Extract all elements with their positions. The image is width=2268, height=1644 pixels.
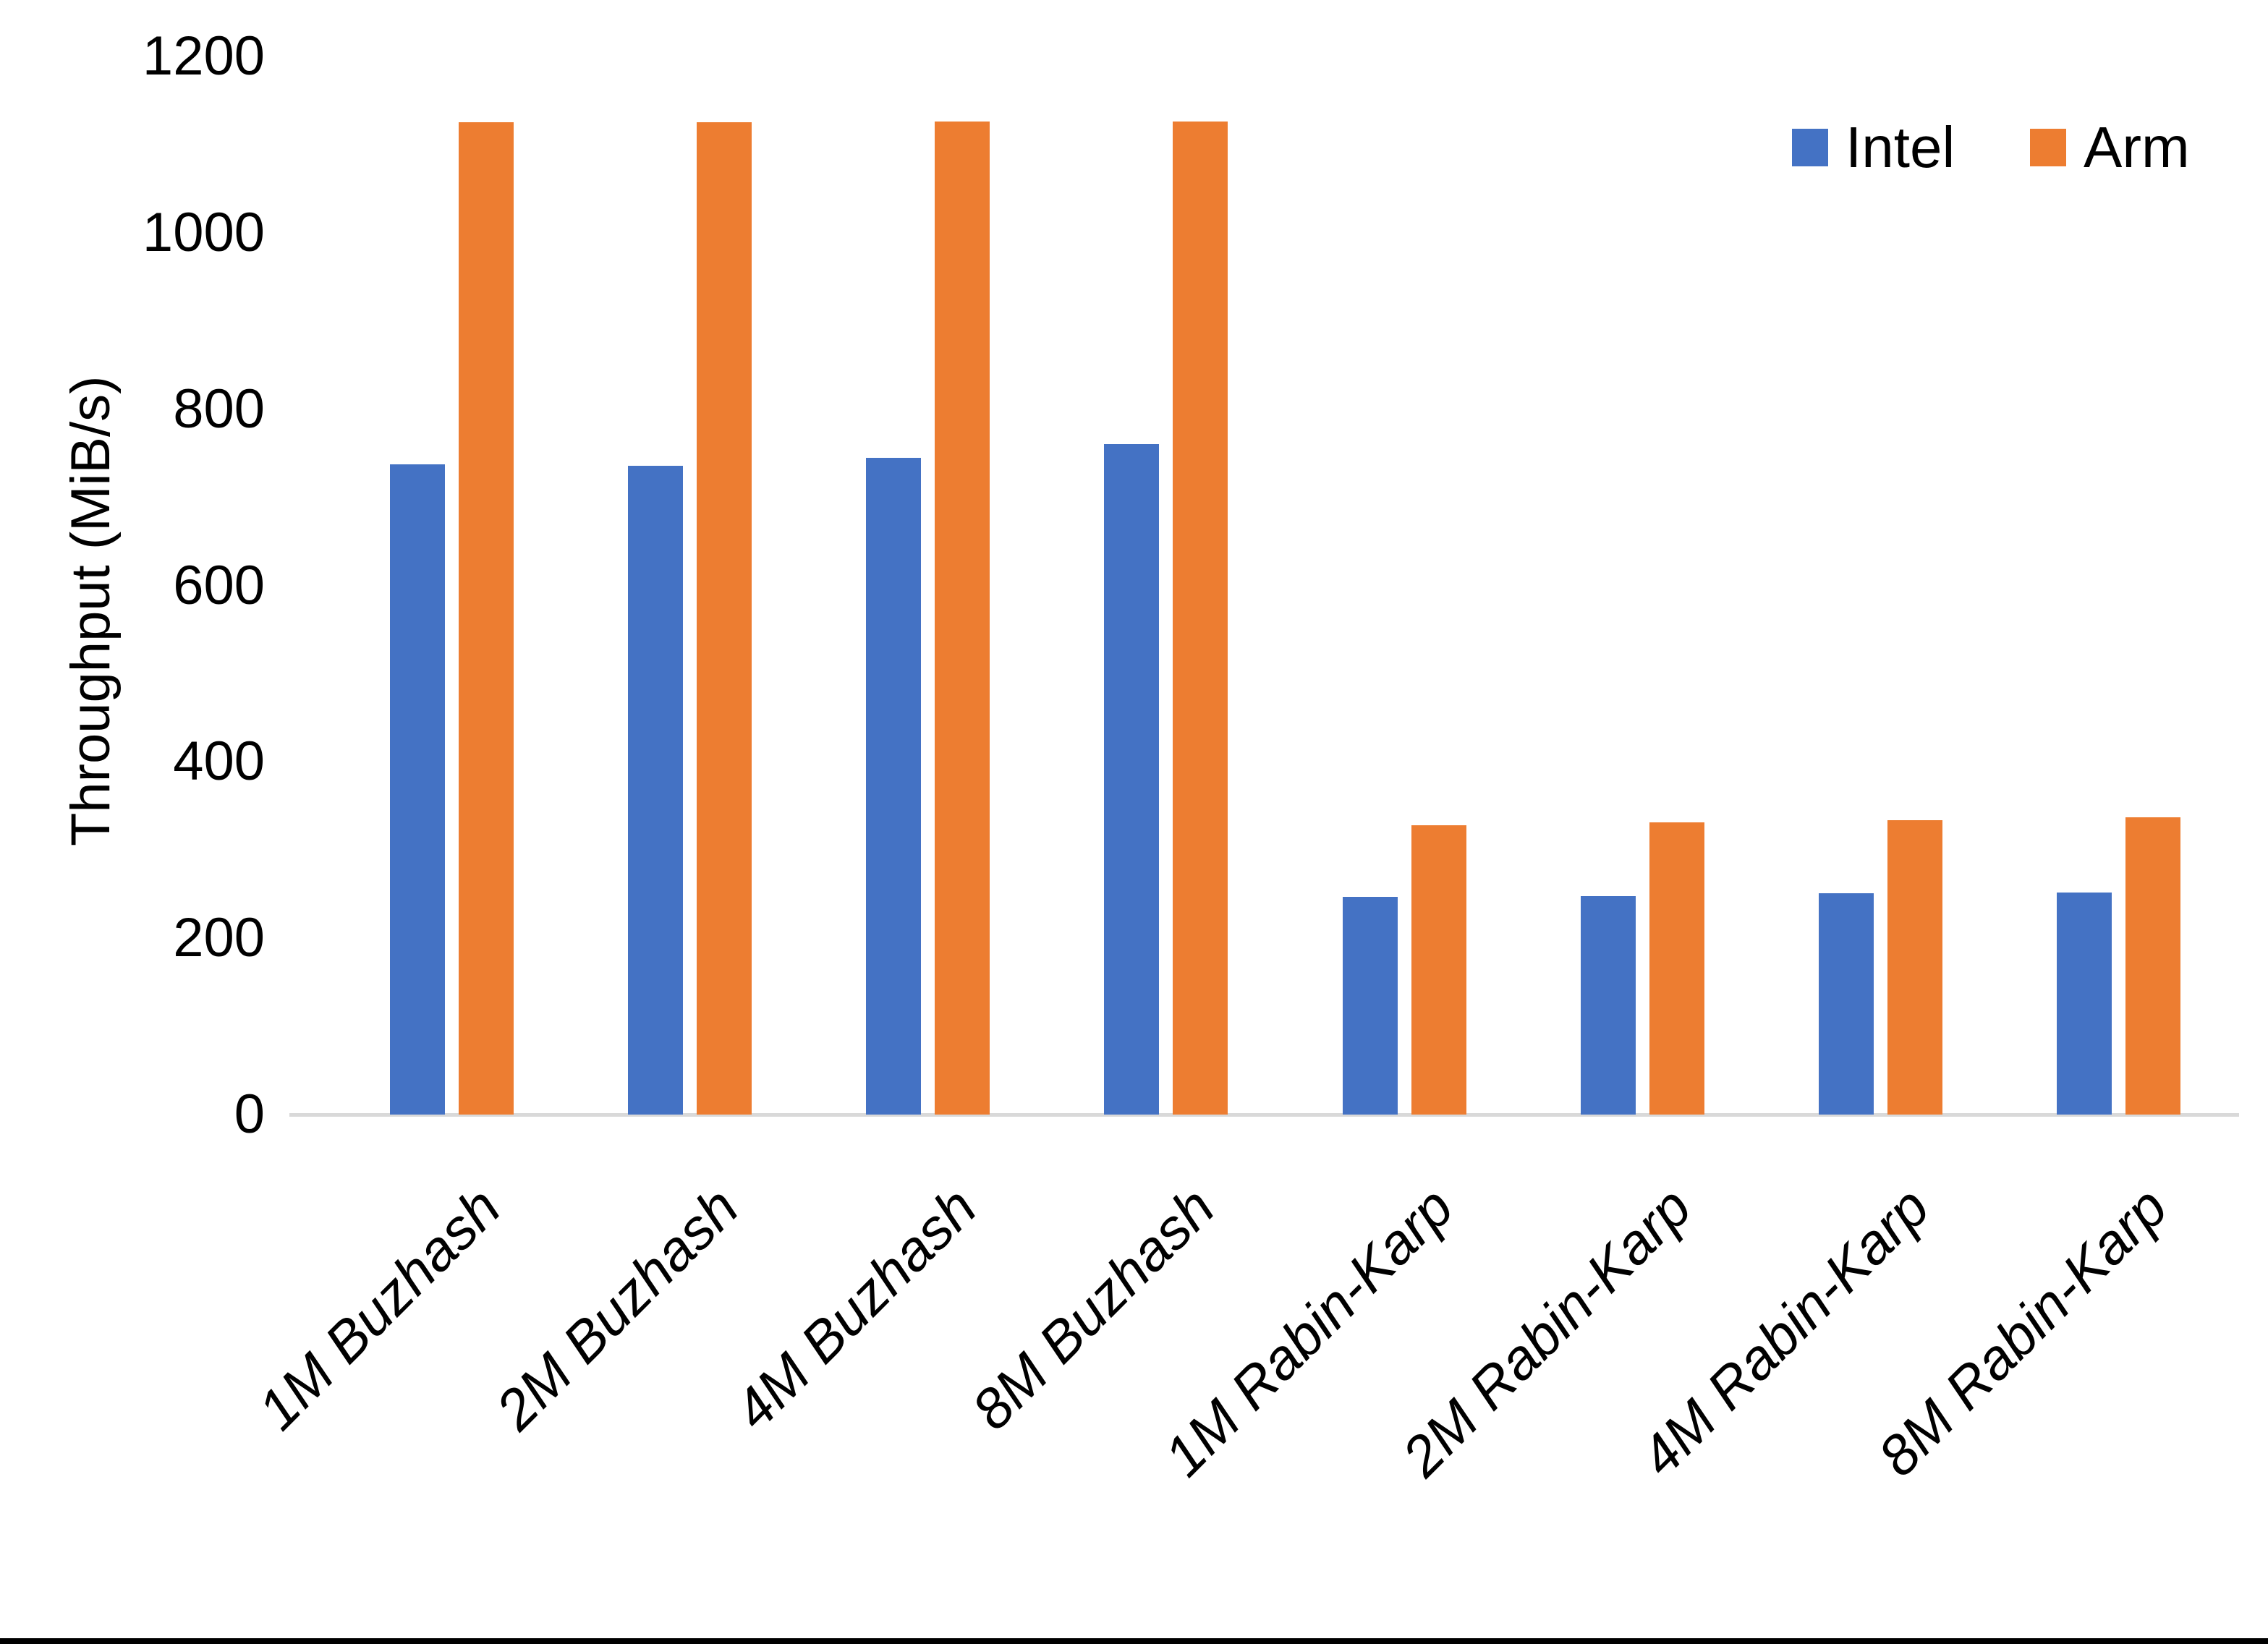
y-tick-label-600: 600 [173,554,265,616]
bar-intel-8m-rabin-karp [2057,893,2112,1115]
bar-arm-2m-buzhash [697,122,752,1115]
y-tick-label-1200: 1200 [142,25,265,87]
y-tick-label-800: 800 [173,378,265,440]
x-category-label-1m-buzhash: 1M Buzhash [245,1175,513,1442]
legend-item-intel: Intel [1792,119,1955,176]
x-category-label-2m-buzhash: 2M Buzhash [483,1175,751,1442]
bar-arm-8m-rabin-karp [2125,817,2180,1115]
x-category-label-4m-buzhash: 4M Buzhash [721,1175,989,1442]
bar-intel-1m-buzhash [390,464,445,1115]
y-tick-label-400: 400 [173,731,265,793]
bar-intel-2m-rabin-karp [1581,896,1636,1115]
legend-item-arm: Arm [2030,119,2190,176]
legend-label-intel: Intel [1846,115,1955,179]
y-tick-label-1000: 1000 [142,201,265,263]
y-axis-title: Throughput (MiB/s) [60,375,122,846]
bar-arm-4m-rabin-karp [1887,820,1942,1115]
bar-intel-2m-buzhash [628,466,683,1115]
y-tick-label-200: 200 [173,907,265,969]
legend-label-arm: Arm [2084,115,2190,179]
bar-arm-1m-buzhash [459,122,514,1115]
x-category-label-8m-buzhash: 8M Buzhash [959,1175,1227,1442]
bar-intel-4m-buzhash [866,458,921,1115]
bottom-border [0,1638,2268,1644]
legend-swatch-arm [2030,129,2066,166]
y-tick-label-0: 0 [234,1083,265,1145]
legend-swatch-intel [1792,129,1828,166]
bar-arm-1m-rabin-karp [1411,825,1466,1115]
bar-intel-4m-rabin-karp [1819,893,1874,1115]
bar-arm-8m-buzhash [1173,122,1228,1115]
bar-intel-8m-buzhash [1104,444,1159,1115]
bar-arm-4m-buzhash [935,122,990,1115]
bar-arm-2m-rabin-karp [1649,822,1704,1115]
x-axis-line [289,1113,2239,1117]
bar-intel-1m-rabin-karp [1343,897,1398,1115]
